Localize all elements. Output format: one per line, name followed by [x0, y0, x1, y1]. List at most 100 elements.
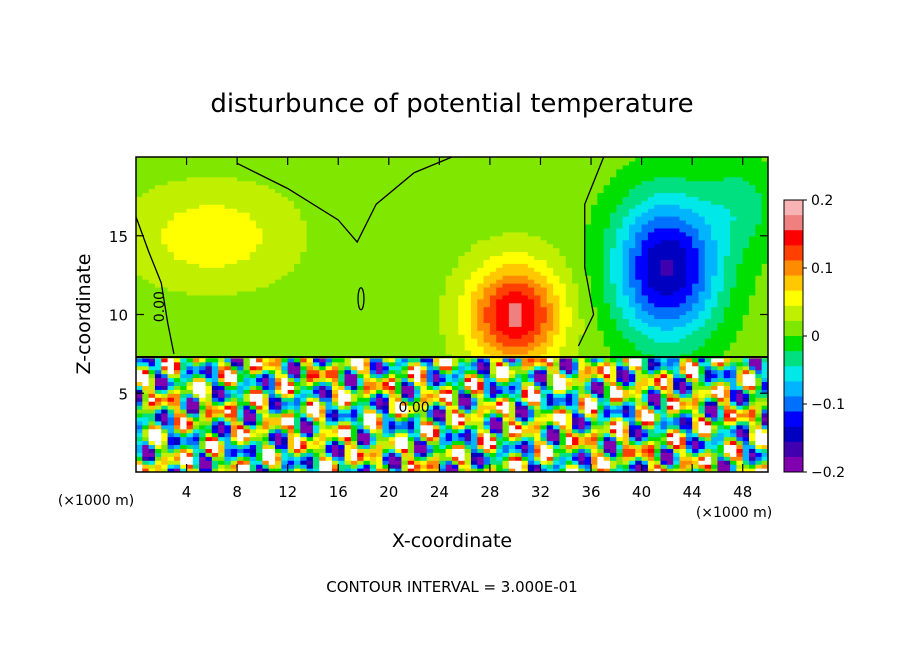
heatmap-cell — [173, 373, 181, 379]
heatmap-cell — [420, 298, 428, 304]
heatmap-cell — [243, 389, 251, 394]
heatmap-cell — [161, 401, 169, 406]
heatmap-cell — [180, 342, 188, 347]
heatmap-cell — [407, 393, 415, 398]
heatmap-cell — [256, 302, 263, 308]
heatmap-cell — [136, 464, 143, 469]
heatmap-cell — [287, 460, 295, 465]
heatmap-cell — [161, 188, 169, 194]
heatmap-cell — [433, 381, 440, 386]
heatmap-cell — [154, 196, 162, 201]
heatmap-cell — [243, 456, 251, 461]
heatmap-cell — [192, 377, 200, 383]
heatmap-cell — [230, 405, 238, 410]
heatmap-cell — [407, 338, 415, 343]
heatmap-cell — [136, 247, 143, 253]
heatmap-cell — [287, 318, 295, 323]
heatmap-cell — [502, 389, 510, 394]
heatmap-cell — [287, 464, 295, 469]
heatmap-cell — [338, 302, 346, 308]
heatmap-cell — [325, 326, 333, 331]
heatmap-cell — [205, 432, 213, 438]
heatmap-cell — [401, 184, 409, 190]
heatmap-cell — [420, 322, 428, 327]
heatmap-cell — [136, 286, 143, 292]
heatmap-cell — [325, 271, 333, 276]
heatmap-cell — [452, 267, 459, 272]
heatmap-cell — [237, 448, 245, 453]
heatmap-cell — [180, 251, 188, 257]
heatmap-cell — [357, 160, 365, 166]
heatmap-cell — [439, 255, 447, 260]
heatmap-cell — [319, 432, 327, 438]
heatmap-cell — [508, 275, 516, 280]
heatmap-cell — [338, 361, 346, 367]
heatmap-cell — [407, 160, 415, 166]
heatmap-cell — [142, 330, 150, 335]
heatmap-cell — [249, 409, 257, 414]
heatmap-cell — [376, 204, 384, 209]
heatmap-cell — [268, 251, 276, 257]
heatmap-cell — [369, 409, 377, 414]
heatmap-cell — [161, 397, 169, 402]
heatmap-cell — [192, 393, 200, 398]
heatmap-cell — [148, 318, 156, 323]
heatmap-cell — [300, 326, 308, 331]
heatmap-cell — [489, 294, 497, 300]
heatmap-cell — [483, 204, 491, 209]
heatmap-cell — [458, 294, 466, 300]
heatmap-cell — [294, 440, 301, 446]
heatmap-cell — [224, 255, 232, 260]
heatmap-cell — [433, 279, 440, 284]
heatmap-cell — [199, 416, 207, 422]
heatmap-cell — [243, 157, 251, 162]
heatmap-cell — [502, 310, 510, 316]
heatmap-cell — [508, 416, 516, 422]
heatmap-cell — [357, 468, 365, 472]
heatmap-cell — [439, 259, 447, 264]
heatmap-cell — [369, 338, 377, 343]
heatmap-cell — [287, 346, 295, 351]
heatmap-cell — [186, 160, 194, 166]
heatmap-cell — [199, 373, 207, 379]
heatmap-cell — [218, 204, 226, 209]
heatmap-cell — [331, 357, 339, 363]
heatmap-cell — [218, 267, 226, 272]
heatmap-cell — [363, 294, 371, 300]
heatmap-cell — [357, 432, 365, 438]
heatmap-cell — [369, 357, 377, 363]
heatmap-cell — [445, 393, 453, 398]
heatmap-cell — [173, 436, 181, 442]
heatmap-cell — [154, 369, 162, 375]
heatmap-cell — [256, 275, 263, 280]
heatmap-cell — [142, 314, 150, 320]
heatmap-cell — [237, 373, 245, 379]
heatmap-cell — [331, 330, 339, 335]
heatmap-cell — [300, 180, 308, 186]
heatmap-cell — [420, 357, 428, 363]
heatmap-cell — [256, 220, 263, 225]
heatmap-cell — [205, 290, 213, 296]
heatmap-cell — [508, 322, 516, 327]
heatmap-cell — [300, 416, 308, 422]
heatmap-cell — [344, 448, 352, 453]
heatmap-cell — [464, 180, 472, 186]
heatmap-cell — [224, 279, 232, 284]
heatmap-cell — [477, 412, 485, 418]
heatmap-cell — [338, 208, 346, 213]
heatmap-cell — [376, 326, 384, 331]
heatmap-cell — [186, 322, 194, 327]
heatmap-cell — [161, 338, 169, 343]
heatmap-cell — [148, 275, 156, 280]
heatmap-cell — [205, 180, 213, 186]
heatmap-cell — [464, 334, 472, 339]
heatmap-cell — [306, 322, 314, 327]
heatmap-cell — [237, 247, 245, 253]
heatmap-cell — [192, 306, 200, 312]
heatmap-cell — [407, 432, 415, 438]
heatmap-cell — [154, 157, 162, 162]
heatmap-cell — [433, 424, 440, 430]
heatmap-cell — [154, 389, 162, 394]
heatmap-cell — [414, 157, 421, 162]
heatmap-cell — [300, 432, 308, 438]
